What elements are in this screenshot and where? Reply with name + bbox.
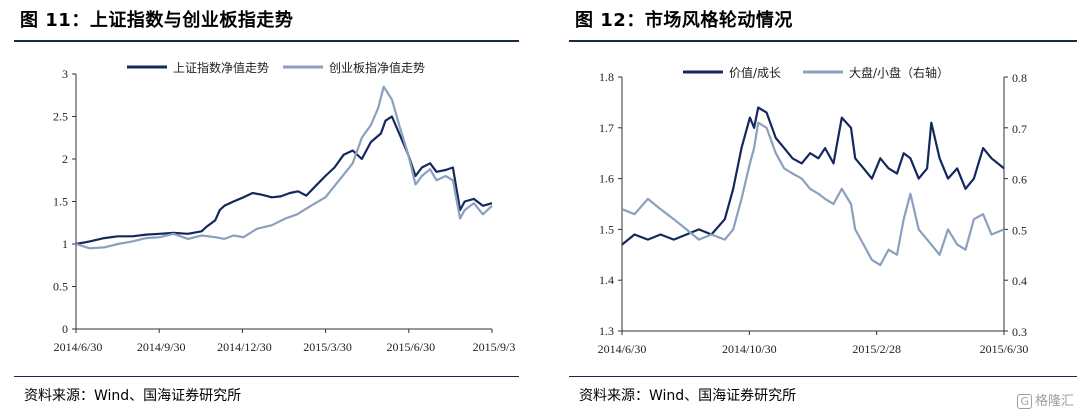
- title-divider-right: [569, 40, 1077, 42]
- source-note-left: 资料来源：Wind、国海证券研究所: [24, 388, 242, 404]
- y-tick-label: 0: [62, 322, 68, 336]
- title-divider-left: [14, 40, 519, 42]
- y-tick-label: 1.6: [599, 172, 614, 186]
- series-line-2: [621, 121, 1005, 267]
- footer-divider-left: [14, 376, 519, 377]
- footer-divider-right: [569, 376, 1077, 377]
- x-tick-label: 2015/6/30: [980, 342, 1029, 356]
- series-line-2: [75, 85, 493, 250]
- y-tick-label: 1: [62, 237, 68, 251]
- x-tick-label: 2014/6/30: [598, 342, 647, 356]
- y-tick-label: 3: [62, 67, 68, 81]
- series-line-1: [621, 106, 1005, 246]
- source-note-right: 资料来源：Wind、国海证券研究所: [579, 388, 797, 404]
- y-tick-label: 1.3: [599, 324, 614, 338]
- legend-label-1: 上证指数净值走势: [173, 60, 269, 75]
- y2-tick-label: 0.7: [1012, 122, 1027, 136]
- watermark-text: 格隆汇: [1034, 394, 1074, 409]
- y2-tick-label: 0.4: [1012, 274, 1027, 288]
- x-tick-label: 2014/9/30: [137, 340, 186, 354]
- x-tick-label: 2014/6/30: [54, 340, 103, 354]
- chart-index-trend: 0 0.5 1 1.5 2 2.5 3 2014/6/30 2014/9/30 2014/12/3…: [53, 60, 516, 354]
- y2-tick-label: 0.6: [1012, 173, 1027, 187]
- x-tick-label: 2014/10/30: [722, 342, 777, 356]
- y-tick-label: 1.5: [599, 222, 614, 236]
- chart-title-left: 图 11：上证指数与创业板指走势: [20, 10, 294, 31]
- x-tick-label: 2015/9/3: [473, 340, 516, 354]
- watermark-logo: G 格隆汇: [1017, 390, 1074, 409]
- legend-label-1: 价值/成长: [729, 65, 781, 80]
- y-tick-label: 1.5: [53, 195, 68, 209]
- y-tick-label: 2: [62, 152, 68, 166]
- watermark-box: G: [1017, 394, 1032, 409]
- series-line-1: [75, 115, 493, 246]
- y2-tick-label: 0.5: [1012, 223, 1027, 237]
- y-tick-label: 2.5: [53, 110, 68, 124]
- x-tick-label: 2014/12/30: [217, 340, 272, 354]
- x-tick-label: 2015/2/28: [852, 342, 901, 356]
- y-tick-label: 0.5: [53, 280, 68, 294]
- x-tick-label: 2015/3/30: [303, 340, 352, 354]
- chart-title-right: 图 12：市场风格轮动情况: [575, 10, 793, 31]
- legend-label-2: 大盘/小盘（右轴）: [849, 65, 949, 80]
- y-tick-label: 1.4: [599, 273, 614, 287]
- y-tick-label: 1.8: [599, 70, 614, 84]
- x-tick-label: 2015/6/30: [386, 340, 435, 354]
- chart-style-rotation: 1.3 1.4 1.5 1.6 1.7 1.8 0.3 0.4 0.5 0.6 0.7 0.8 2014…: [598, 65, 1029, 356]
- y-tick-label: 1.7: [599, 121, 614, 135]
- legend-label-2: 创业板指净值走势: [329, 60, 425, 75]
- y2-tick-label: 0.3: [1012, 325, 1027, 339]
- y2-tick-label: 0.8: [1012, 71, 1027, 85]
